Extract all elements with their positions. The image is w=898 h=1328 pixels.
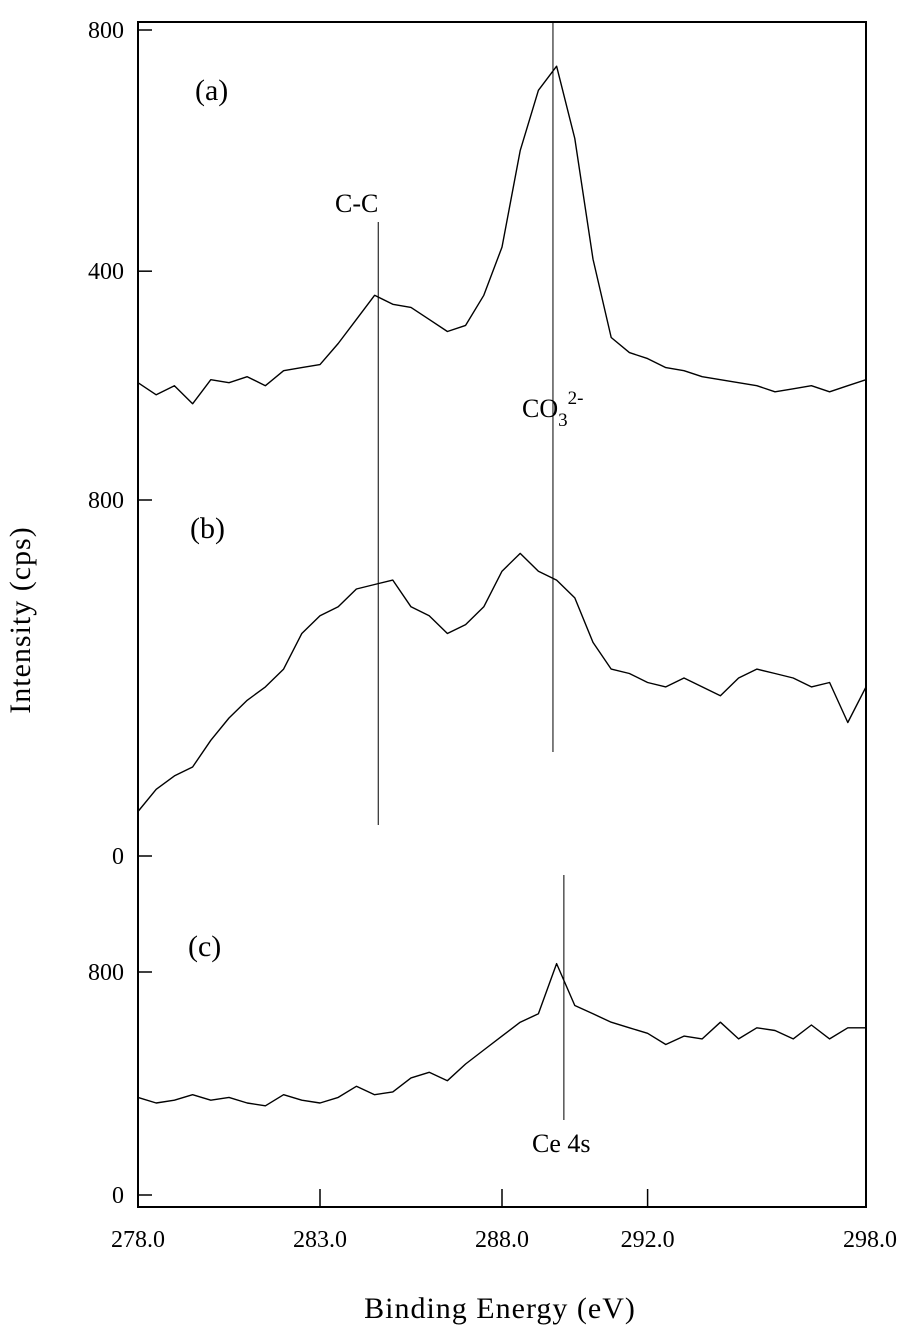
reference-lines (377, 22, 565, 1120)
y-tick-label: 800 (88, 960, 124, 986)
spectrum-line-panel-c (137, 962, 866, 1107)
x-tick-label: 292.0 (621, 1227, 675, 1253)
co3-base: CO (522, 394, 558, 423)
cc-annotation: C-C (335, 189, 378, 218)
spectra (137, 65, 867, 1107)
x-tick-label: 288.0 (475, 1227, 529, 1253)
spectrum-line-panel-b (137, 552, 867, 812)
panel-b-label: (b) (190, 512, 225, 545)
co3-superscript: 2- (568, 388, 584, 409)
plot-frame-rect (137, 21, 867, 1208)
co3-annotation: CO32- (522, 388, 583, 431)
y-tick-label: 0 (112, 1183, 124, 1209)
y-axis-title: Intensity (cps) (4, 526, 37, 713)
x-axis-title: Binding Energy (eV) (364, 1292, 636, 1325)
y-tick-label: 800 (88, 488, 124, 514)
panel-c-label: (c) (188, 930, 221, 963)
panel-a-label: (a) (195, 74, 228, 107)
axis-ticks: 278.0 283.0 288.0 292.0 298.0 800 400 800 0 800 0 (88, 18, 897, 1253)
co3-subscript: 3 (558, 410, 568, 431)
x-tick-label: 283.0 (293, 1227, 347, 1253)
spectrum-line-panel-a (137, 65, 867, 405)
y-tick-label: 800 (88, 18, 124, 44)
y-tick-label: 400 (88, 259, 124, 285)
x-tick-label: 298.0 (843, 1227, 897, 1253)
y-tick-label: 0 (112, 844, 124, 870)
x-tick-label: 278.0 (111, 1227, 165, 1253)
plot-frame (137, 21, 867, 1208)
ce4s-annotation: Ce 4s (532, 1129, 591, 1158)
